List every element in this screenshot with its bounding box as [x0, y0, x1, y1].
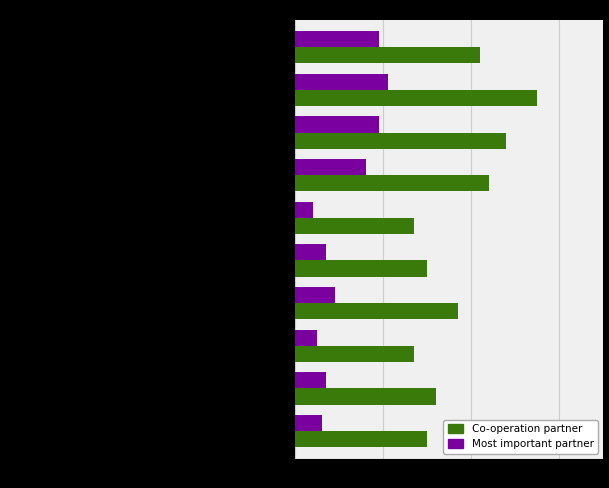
Legend: Co-operation partner, Most important partner: Co-operation partner, Most important par…	[443, 420, 597, 453]
Bar	[295, 287, 335, 303]
Bar	[295, 116, 379, 133]
Bar	[295, 175, 488, 191]
Bar	[295, 329, 317, 346]
Bar	[295, 431, 427, 447]
Bar	[295, 90, 537, 106]
Bar	[295, 415, 322, 431]
Bar	[295, 133, 506, 149]
Bar	[295, 372, 326, 388]
Bar	[295, 47, 480, 63]
Bar	[295, 31, 379, 47]
Bar	[295, 218, 414, 234]
Bar	[295, 202, 313, 218]
Bar	[295, 261, 427, 277]
Bar	[295, 388, 436, 405]
Bar	[295, 346, 414, 362]
Bar	[295, 303, 458, 319]
Bar	[295, 159, 365, 175]
Bar	[295, 244, 326, 261]
Bar	[295, 74, 388, 90]
